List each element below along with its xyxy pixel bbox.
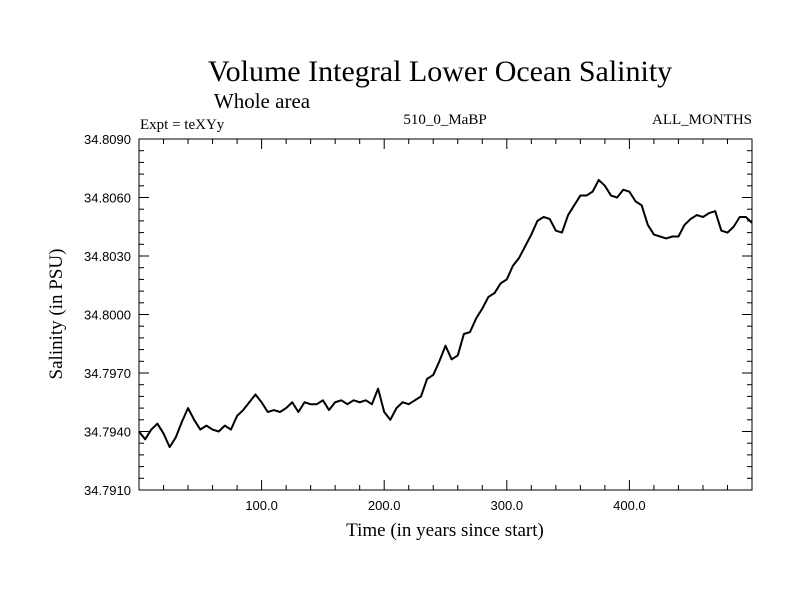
- y-tick-label: 34.7910: [84, 483, 131, 498]
- axis-ticks: [139, 138, 752, 491]
- y-tick-label: 34.8030: [84, 249, 131, 264]
- experiment-label: Expt = teXYy: [140, 117, 225, 133]
- y-tick-label: 34.7940: [84, 425, 131, 440]
- y-tick-label: 34.7970: [84, 366, 131, 381]
- chart-subtitle: Whole area: [214, 89, 311, 113]
- x-axis-label: Time (in years since start): [346, 520, 544, 541]
- x-tick-label: 400.0: [613, 498, 646, 513]
- salinity-series-line: [138, 178, 753, 449]
- y-tick-label: 34.8090: [84, 132, 131, 147]
- period-label: ALL_MONTHS: [652, 112, 752, 128]
- plot-frame: [138, 138, 753, 491]
- chart-title: Volume Integral Lower Ocean Salinity: [208, 55, 672, 88]
- x-tick-label: 200.0: [368, 498, 401, 513]
- x-tick-labels: 100.0 200.0 300.0 400.0: [245, 498, 645, 513]
- x-tick-label: 300.0: [491, 498, 524, 513]
- y-axis-label: Salinity (in PSU): [46, 249, 67, 380]
- x-tick-label: 100.0: [245, 498, 278, 513]
- y-tick-label: 34.8060: [84, 191, 131, 206]
- y-tick-label: 34.8000: [84, 308, 131, 323]
- y-tick-labels: 34.7910 34.7940 34.7970 34.8000 34.8030 34.80…: [84, 132, 131, 498]
- run-label: 510_0_MaBP: [403, 112, 486, 128]
